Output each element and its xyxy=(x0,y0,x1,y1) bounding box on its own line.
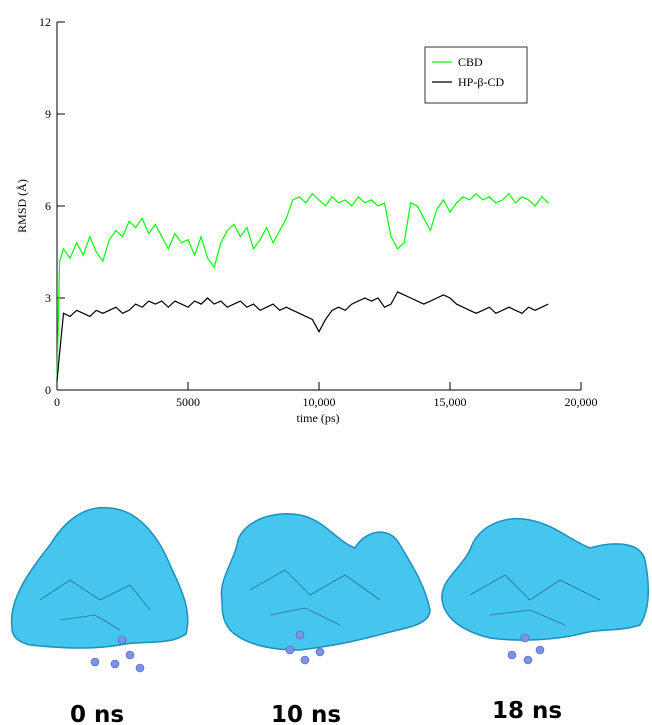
legend-label: CBD xyxy=(458,55,483,69)
molecule-2 xyxy=(441,518,650,641)
x-tick-label: 0 xyxy=(54,395,60,409)
x-axis-label: time (ps) xyxy=(297,411,340,425)
y-tick-label: 12 xyxy=(39,15,51,29)
panel-caption: 10 ns xyxy=(271,702,341,725)
y-tick-label: 3 xyxy=(45,291,51,305)
legend-box xyxy=(424,46,528,104)
x-tick-label: 20,000 xyxy=(565,395,598,409)
legend-label: HP-β-CD xyxy=(458,75,504,89)
ligands xyxy=(90,630,545,673)
molecule-0 xyxy=(10,506,189,649)
y-tick-label: 0 xyxy=(45,383,51,397)
y-axis-label: RMSD (Å) xyxy=(15,179,29,233)
panel-caption: 0 ns xyxy=(70,702,124,725)
y-tick-label: 9 xyxy=(45,107,51,121)
panel-caption: 18 ns xyxy=(492,698,562,724)
series-line xyxy=(56,192,549,381)
y-tick-label: 6 xyxy=(45,199,51,213)
x-tick-label: 10,000 xyxy=(303,395,336,409)
x-tick-label: 5000 xyxy=(176,395,200,409)
molecule-1 xyxy=(220,513,431,651)
x-tick-label: 15,000 xyxy=(434,395,467,409)
series-line xyxy=(56,291,549,381)
